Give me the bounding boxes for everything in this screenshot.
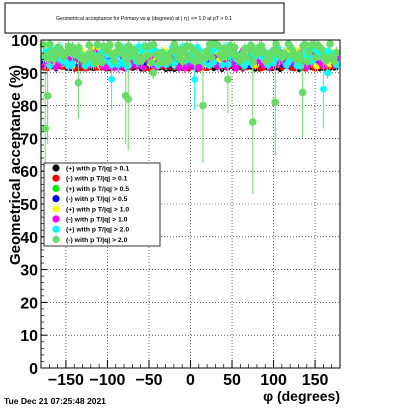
data-point — [248, 118, 257, 126]
y-axis-label: Geometrical acceptance (%) — [7, 65, 24, 265]
legend-label: (+) with p T/|q| > 1.0 — [66, 206, 129, 213]
data-point — [207, 53, 216, 62]
y-tick-label: 20 — [20, 295, 38, 312]
y-tick-label: 80 — [20, 99, 38, 116]
data-point — [317, 45, 326, 54]
data-point — [243, 53, 251, 61]
x-tick-label: 150 — [302, 372, 329, 389]
data-point — [191, 75, 199, 83]
data-point — [149, 40, 158, 49]
data-point — [85, 41, 93, 49]
series-layer — [39, 40, 341, 207]
y-tick-label: 100 — [11, 33, 38, 50]
data-point — [303, 57, 311, 66]
x-tick-label: −100 — [89, 372, 125, 389]
legend-label: (-) with p T/|q| > 0.5 — [66, 196, 128, 203]
data-point — [124, 95, 133, 103]
y-tick-label: 30 — [20, 263, 38, 280]
legend-label: (-) with p T/|q| > 2.0 — [66, 237, 128, 244]
legend: (+) with p T/|q| > 0.1 (-) with p T/|q| >… — [43, 162, 161, 247]
data-point — [326, 40, 334, 48]
x-tick-label: 100 — [260, 372, 287, 389]
legend-marker — [52, 164, 60, 172]
legend-marker — [52, 205, 60, 213]
data-point — [140, 64, 147, 71]
y-tick-label: 10 — [20, 328, 38, 345]
data-point — [271, 98, 280, 107]
data-point — [218, 61, 226, 69]
chart-title: Geometrical acceptance for Primary vs φ … — [56, 16, 232, 22]
data-point — [233, 64, 240, 71]
y-tick-label: 60 — [20, 164, 38, 181]
data-point — [178, 57, 187, 66]
data-point — [332, 48, 341, 57]
data-point — [224, 75, 232, 84]
data-point — [214, 41, 222, 50]
data-point — [45, 40, 54, 49]
data-point — [311, 53, 320, 62]
legend-box — [43, 162, 161, 247]
legend-marker — [52, 184, 60, 192]
x-tick-label: −50 — [135, 372, 162, 389]
x-tick-label: 50 — [223, 372, 241, 389]
y-tick-label: 90 — [20, 66, 38, 83]
data-point — [143, 51, 152, 60]
data-point — [301, 40, 309, 49]
data-point — [330, 57, 338, 66]
x-tick-label: 0 — [186, 372, 195, 389]
legend-label: (-) with p T/|q| > 0.1 — [66, 176, 128, 183]
data-point — [110, 56, 118, 65]
data-point — [199, 101, 207, 110]
axes: 0 10 20 30 40 50 60 70 80 90 100 −150 −100 −50 0 50 100 1… — [11, 33, 341, 389]
y-tick-label: 0 — [29, 361, 38, 378]
data-point — [74, 78, 83, 87]
data-point — [282, 51, 291, 59]
data-point — [41, 124, 49, 133]
data-point — [230, 43, 239, 52]
data-point — [97, 58, 106, 67]
data-point — [91, 59, 100, 67]
title-box — [4, 2, 285, 34]
data-point — [147, 58, 156, 67]
data-point — [185, 53, 193, 62]
data-point — [149, 69, 157, 77]
legend-label: (+) with p T/|q| > 0.5 — [66, 186, 129, 193]
data-point — [272, 40, 280, 48]
legend-label: (+) with p T/|q| > 2.0 — [66, 227, 129, 234]
series-7 — [39, 40, 341, 207]
data-point — [166, 56, 174, 64]
legend-marker — [52, 174, 60, 182]
data-point — [247, 41, 255, 50]
legend-marker — [52, 235, 60, 243]
legend-label: (-) with p T/|q| > 1.0 — [66, 217, 128, 224]
data-point — [319, 85, 327, 93]
grid — [41, 40, 340, 368]
data-point — [108, 75, 115, 83]
data-point — [43, 91, 52, 100]
data-point — [286, 43, 295, 52]
data-point — [324, 69, 331, 77]
data-point — [69, 60, 76, 68]
y-tick-label: 70 — [20, 131, 38, 148]
y-tick-label: 50 — [20, 197, 38, 214]
data-point — [106, 41, 114, 49]
x-tick-label: −150 — [48, 372, 84, 389]
legend-marker — [52, 225, 60, 233]
data-point — [298, 88, 307, 97]
legend-marker — [52, 195, 60, 203]
legend-label: (+) with p T/|q| > 0.1 — [66, 166, 129, 173]
x-axis-label: φ (degrees) — [263, 388, 340, 404]
data-point — [93, 40, 102, 49]
data-point — [305, 48, 314, 56]
y-tick-label: 40 — [20, 230, 38, 247]
data-point — [131, 46, 139, 54]
timestamp: Tue Dec 21 07:25:48 2021 — [4, 396, 106, 406]
legend-marker — [52, 215, 60, 223]
